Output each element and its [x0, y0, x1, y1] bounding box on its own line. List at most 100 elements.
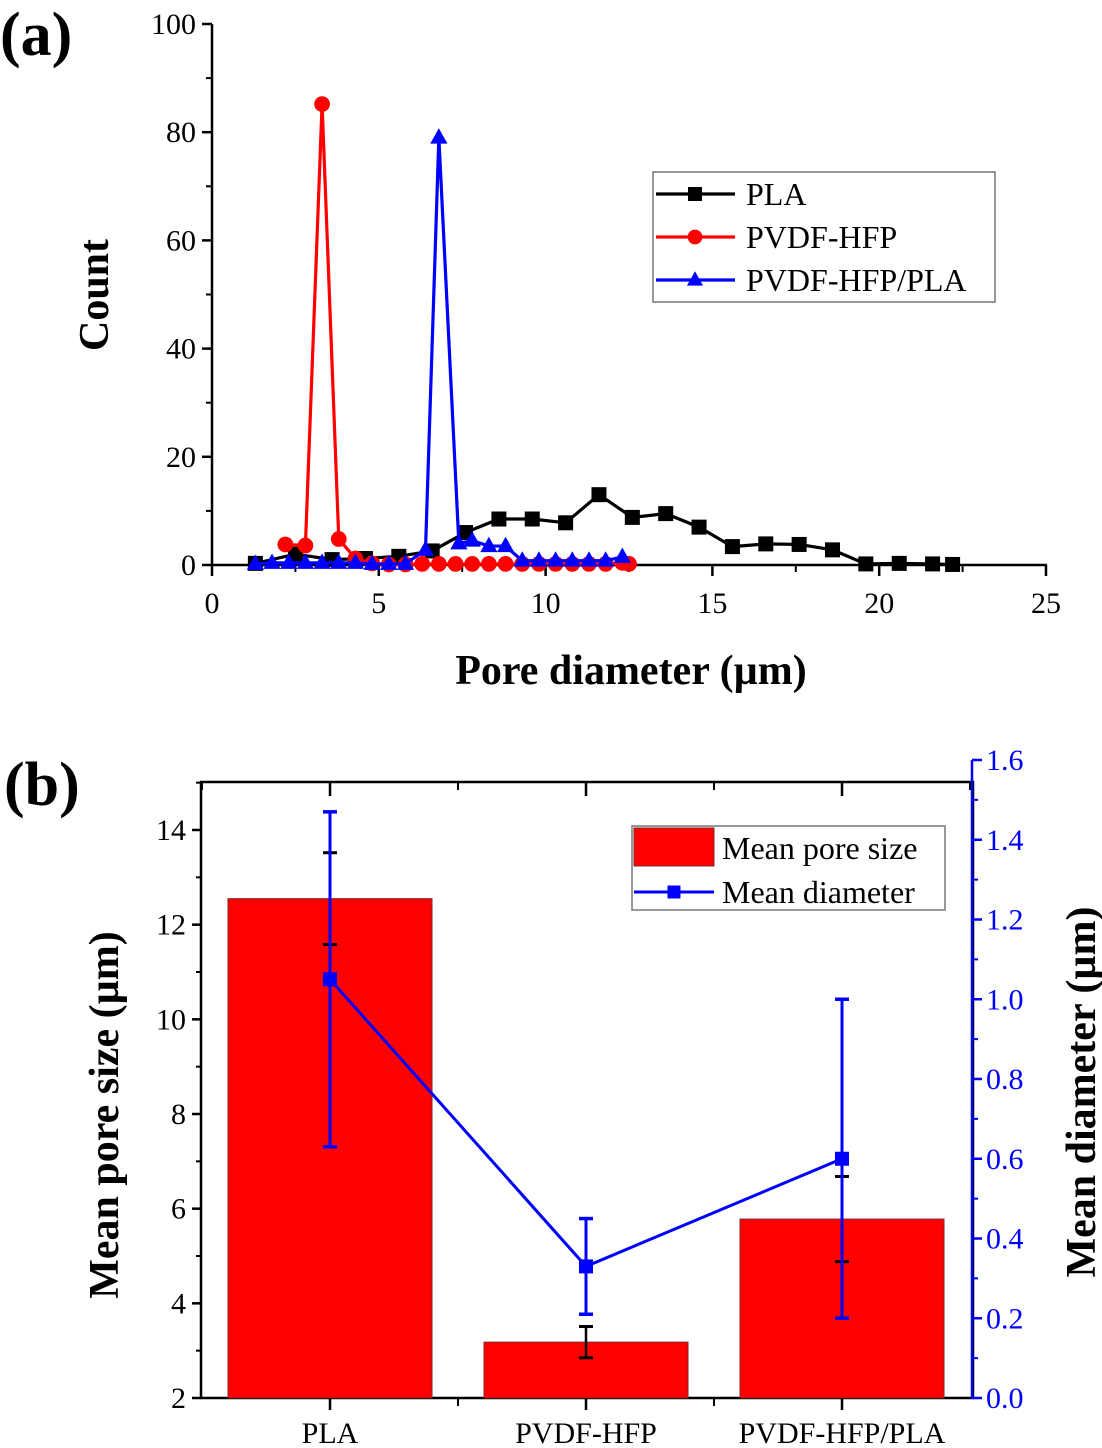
data-point	[624, 509, 640, 525]
data-point	[496, 536, 515, 553]
legend-item: PVDF-HFP/PLA	[656, 262, 967, 298]
data-point	[724, 539, 740, 555]
panel-a-x-axis-title: Pore diameter (µm)	[455, 648, 807, 694]
data-point	[380, 554, 398, 570]
y2-tick-label: 1.0	[986, 983, 1024, 1016]
x-tick-label: 15	[697, 587, 727, 620]
data-point	[481, 556, 497, 572]
x-tick-label: 10	[531, 587, 561, 620]
data-point	[658, 506, 674, 522]
y-tick-label: 10	[156, 1003, 186, 1036]
data-point	[791, 536, 807, 552]
y-tick-label: 12	[156, 909, 186, 942]
y2-tick-label: 0.2	[986, 1302, 1024, 1335]
panel-a-label: (a)	[0, 1, 72, 69]
y-tick-label: 80	[166, 116, 196, 149]
data-point	[458, 525, 474, 541]
legend-bar-swatch	[633, 827, 715, 867]
panel-a: (a) 0 20 40 60 80 100 0 5 10 15 20 25 Count Pore d…	[0, 1, 1061, 694]
x-tick-label: 5	[371, 587, 386, 620]
panel-a-legend: PLA PVDF-HFP PVDF-HFP/PLA	[652, 171, 996, 303]
data-point	[430, 128, 448, 144]
data-point	[314, 96, 330, 112]
panel-b-y-axis-title: Mean pore size (µm)	[82, 931, 128, 1298]
data-point	[287, 546, 303, 562]
y-tick-label: 4	[171, 1287, 186, 1320]
data-point	[824, 542, 840, 558]
data-point	[591, 487, 607, 503]
y-tick-label: 2	[171, 1382, 186, 1415]
series-pla	[247, 487, 961, 572]
data-point	[491, 511, 507, 527]
series-line	[255, 493, 953, 567]
data-point	[558, 515, 574, 531]
x-tick-label: PVDF-HFP/PLA	[739, 1417, 946, 1448]
data-point	[430, 556, 447, 572]
x-tick-label: 20	[864, 587, 894, 620]
y-tick-label: 60	[166, 224, 196, 257]
data-point	[416, 540, 435, 556]
y-tick-label: 6	[171, 1193, 186, 1226]
legend-label: PVDF-HFP/PLA	[746, 262, 967, 298]
panel-b-legend: Mean pore size Mean diameter	[631, 825, 946, 911]
y-tick-label: 100	[151, 8, 196, 41]
data-point	[758, 536, 774, 552]
data-point	[414, 556, 431, 572]
x-tick-label: PLA	[302, 1417, 359, 1448]
legend-marker	[667, 885, 681, 899]
legend-marker	[687, 229, 703, 245]
data-point	[450, 533, 468, 550]
panel-b-label: (b)	[4, 751, 80, 819]
legend-item: PVDF-HFP	[656, 219, 897, 255]
data-point	[447, 556, 464, 572]
data-point	[263, 553, 281, 569]
legend-label: Mean pore size	[722, 830, 917, 866]
data-point	[346, 553, 365, 569]
series-pvdf-hfp-pla	[246, 128, 631, 570]
panel-a-y-axis-title: Count	[72, 239, 118, 351]
legend-label: PVDF-HFP	[746, 219, 897, 255]
y2-tick-label: 0.6	[986, 1143, 1024, 1176]
y2-tick-label: 0.4	[986, 1223, 1024, 1256]
data-point	[597, 551, 615, 567]
legend-label: PLA	[746, 176, 806, 212]
data-point	[925, 556, 941, 572]
data-point	[363, 554, 381, 570]
data-point	[277, 536, 294, 553]
y-tick-label: 20	[166, 441, 196, 474]
data-point	[530, 551, 548, 567]
series-line	[255, 136, 623, 566]
series-line	[285, 102, 630, 567]
y-tick-label: 8	[171, 1098, 186, 1131]
x-tick-label: PVDF-HFP	[515, 1417, 657, 1448]
legend-item: PLA	[656, 176, 806, 212]
legend-label: Mean diameter	[722, 874, 915, 910]
y2-tick-label: 0.0	[986, 1382, 1024, 1415]
data-point	[463, 531, 481, 547]
y2-tick-label: 1.2	[986, 904, 1024, 937]
y2-tick-label: 1.6	[986, 744, 1024, 777]
legend-item: Mean diameter	[634, 874, 915, 910]
data-point	[945, 556, 961, 572]
y-tick-label: 14	[156, 814, 186, 847]
data-point	[330, 531, 347, 547]
mean-diameter-point	[835, 1151, 849, 1166]
data-point	[497, 556, 514, 572]
data-point	[313, 553, 331, 569]
data-point	[513, 551, 531, 567]
data-point	[296, 553, 315, 569]
legend-item: Mean pore size	[633, 827, 917, 867]
data-point	[280, 553, 298, 569]
data-point	[546, 551, 565, 567]
data-point	[691, 519, 707, 535]
legend-marker	[688, 187, 702, 201]
x-tick-label: 0	[205, 587, 220, 620]
data-point	[396, 554, 415, 570]
data-point	[330, 553, 348, 569]
data-point	[246, 554, 264, 570]
panel-b: (b) 2 4 6 8 10 12 14 0.0 0.2 0.4 0.6 0.8 1.0 1.2 1.4 1…	[4, 744, 1102, 1448]
data-point	[464, 556, 481, 572]
data-point	[563, 551, 581, 567]
data-point	[613, 547, 631, 563]
y2-tick-label: 0.8	[986, 1063, 1024, 1096]
